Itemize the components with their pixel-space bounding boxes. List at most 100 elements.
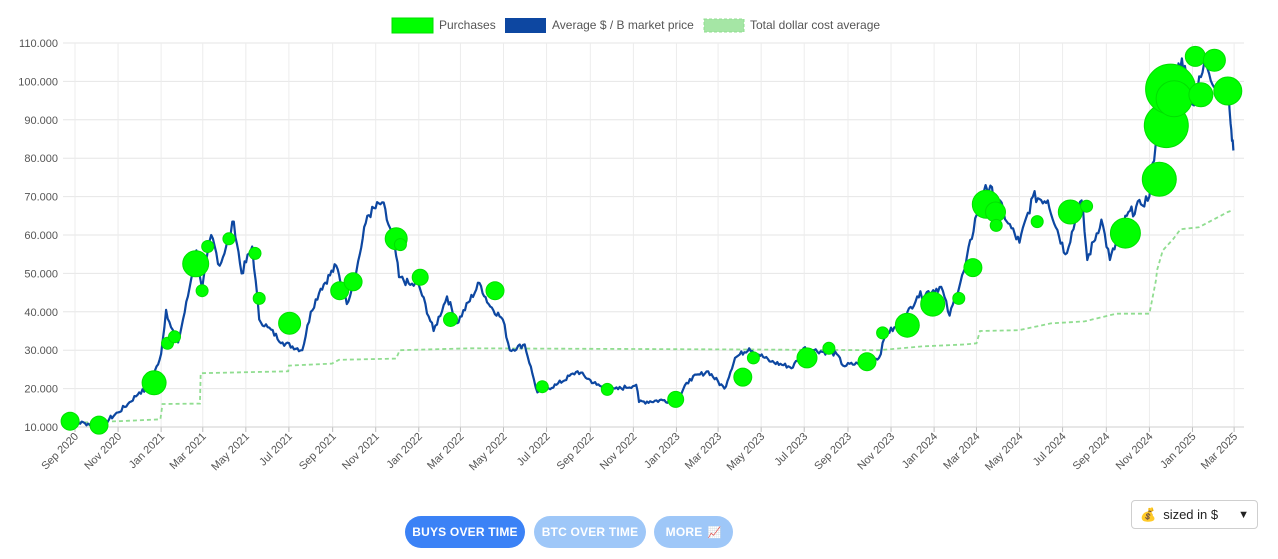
legend-label-purchases: Purchases (439, 18, 496, 32)
purchase-bubble (182, 250, 210, 278)
purchase-bubble (248, 246, 262, 260)
purchase-bubble (60, 411, 80, 431)
purchase-bubble (1188, 82, 1214, 108)
buys-over-time-button[interactable]: BUYS OVER TIME (405, 516, 525, 548)
x-tick-label: Jan 2023 (642, 431, 682, 471)
x-tick-label: Nov 2020 (82, 431, 124, 473)
purchase-bubble (1202, 48, 1226, 72)
purchase-bubble (330, 281, 350, 301)
y-tick-label: 110.000 (19, 38, 58, 50)
purchase-bubble (1213, 76, 1243, 106)
series-line-market-price (62, 57, 1235, 427)
y-tick-label: 60.000 (24, 230, 58, 242)
series-line-total-dollar-cost-average (62, 209, 1234, 424)
purchase-bubble (894, 312, 920, 338)
chevron-down-icon: ▼ (1238, 508, 1249, 521)
purchase-bubble (168, 330, 181, 344)
legend-swatch-market-price (505, 18, 546, 33)
purchase-bubble (201, 240, 215, 253)
purchase-bubble (252, 291, 266, 305)
chart-grid (63, 42, 1244, 428)
y-tick-label: 20.000 (24, 384, 58, 396)
y-tick-label: 30.000 (24, 345, 58, 357)
purchase-bubble (485, 281, 505, 301)
purchase-bubble (600, 382, 614, 396)
x-tick-label: Sep 2020 (39, 431, 81, 473)
purchase-bubble (141, 370, 167, 396)
btc-over-time-button[interactable]: BTC OVER TIME (534, 516, 646, 548)
purchase-bubble (963, 258, 983, 278)
x-tick-label: Sep 2023 (812, 431, 854, 473)
purchase-bubble (411, 268, 429, 286)
purchase-bubble (667, 390, 685, 408)
y-tick-label: 40.000 (24, 307, 58, 319)
y-tick-label: 50.000 (24, 268, 58, 280)
btc-purchase-chart: 10.000 20.000 30.000 40.000 50.000 60.000 70.0… (18, 17, 1244, 474)
y-tick-label: 80.000 (24, 153, 58, 165)
purchase-bubble (746, 351, 760, 365)
series-layer (62, 57, 1235, 427)
x-axis: Sep 2020 Nov 2020 Jan 2021 Mar 2021 May 2021… (39, 426, 1244, 474)
purchase-bubble (1155, 80, 1193, 118)
purchase-bubble (89, 415, 109, 435)
x-tick-label: Mar 2023 (683, 431, 724, 472)
chart-icon: 📈 (707, 526, 722, 539)
x-tick-label: May 2024 (983, 431, 1026, 474)
x-tick-label: Jan 2022 (384, 431, 424, 471)
x-tick-label: Jul 2021 (257, 431, 295, 469)
legend-item-market-price[interactable]: Average $ / B market price (505, 18, 694, 33)
legend-label-cost-average: Total dollar cost average (750, 18, 880, 32)
x-tick-label: Jan 2021 (127, 431, 167, 471)
x-tick-label: Jul 2022 (515, 431, 553, 469)
purchase-bubble (535, 380, 549, 394)
purchase-bubble (1109, 217, 1141, 249)
y-tick-label: 90.000 (24, 115, 58, 127)
purchase-bubble (443, 312, 458, 327)
purchase-bubble (733, 367, 753, 387)
purchase-bubble (857, 352, 877, 372)
x-tick-label: Nov 2024 (1114, 431, 1156, 473)
purchase-bubble (1030, 215, 1044, 229)
x-tick-label: Sep 2024 (1071, 431, 1113, 473)
purchase-bubbles (60, 45, 1243, 435)
money-bag-icon: 💰 (1140, 506, 1157, 522)
more-label: MORE (665, 525, 703, 539)
y-tick-label: 100.000 (18, 76, 58, 88)
x-tick-label: Mar 2025 (1199, 431, 1240, 472)
x-tick-label: Nov 2022 (598, 431, 640, 473)
y-axis: 10.000 20.000 30.000 40.000 50.000 60.000 70.0… (18, 38, 58, 434)
purchase-bubble (822, 341, 836, 355)
legend-swatch-purchases (391, 17, 434, 34)
chart-legend[interactable]: Purchases Average $ / B market price Tot… (391, 17, 880, 34)
purchase-bubble (1080, 199, 1094, 213)
legend-item-purchases[interactable]: Purchases (391, 17, 496, 34)
purchase-bubble (393, 238, 407, 252)
y-tick-label: 10.000 (24, 422, 58, 434)
legend-label-market-price: Average $ / B market price (552, 18, 694, 32)
purchase-bubble (876, 326, 890, 340)
purchase-bubble (952, 291, 966, 305)
purchase-bubble (796, 347, 818, 369)
purchase-bubble (278, 311, 302, 335)
x-tick-label: Jan 2025 (1158, 431, 1198, 471)
x-tick-label: Mar 2022 (425, 431, 466, 472)
x-tick-label: Nov 2023 (855, 431, 897, 473)
x-tick-label: Sep 2022 (555, 431, 597, 473)
purchase-bubble (1184, 45, 1206, 67)
x-tick-label: May 2021 (209, 431, 252, 474)
x-tick-label: Jul 2023 (772, 431, 810, 469)
purchase-bubble (343, 272, 363, 292)
x-tick-label: Sep 2021 (297, 431, 339, 473)
x-tick-label: May 2023 (725, 431, 768, 474)
legend-item-cost-average[interactable]: Total dollar cost average (703, 18, 880, 33)
x-tick-label: Jul 2024 (1031, 431, 1069, 469)
purchase-bubble (222, 232, 236, 246)
purchase-bubble (1141, 161, 1177, 197)
size-select[interactable]: 💰 sized in $ ▼ (1131, 500, 1258, 529)
more-button[interactable]: MORE 📈 (654, 516, 733, 548)
y-tick-label: 70.000 (24, 192, 58, 204)
purchase-bubble (920, 291, 946, 317)
x-tick-label: Mar 2021 (168, 431, 209, 472)
purchase-bubble (195, 284, 209, 298)
x-tick-label: Nov 2021 (340, 431, 382, 473)
